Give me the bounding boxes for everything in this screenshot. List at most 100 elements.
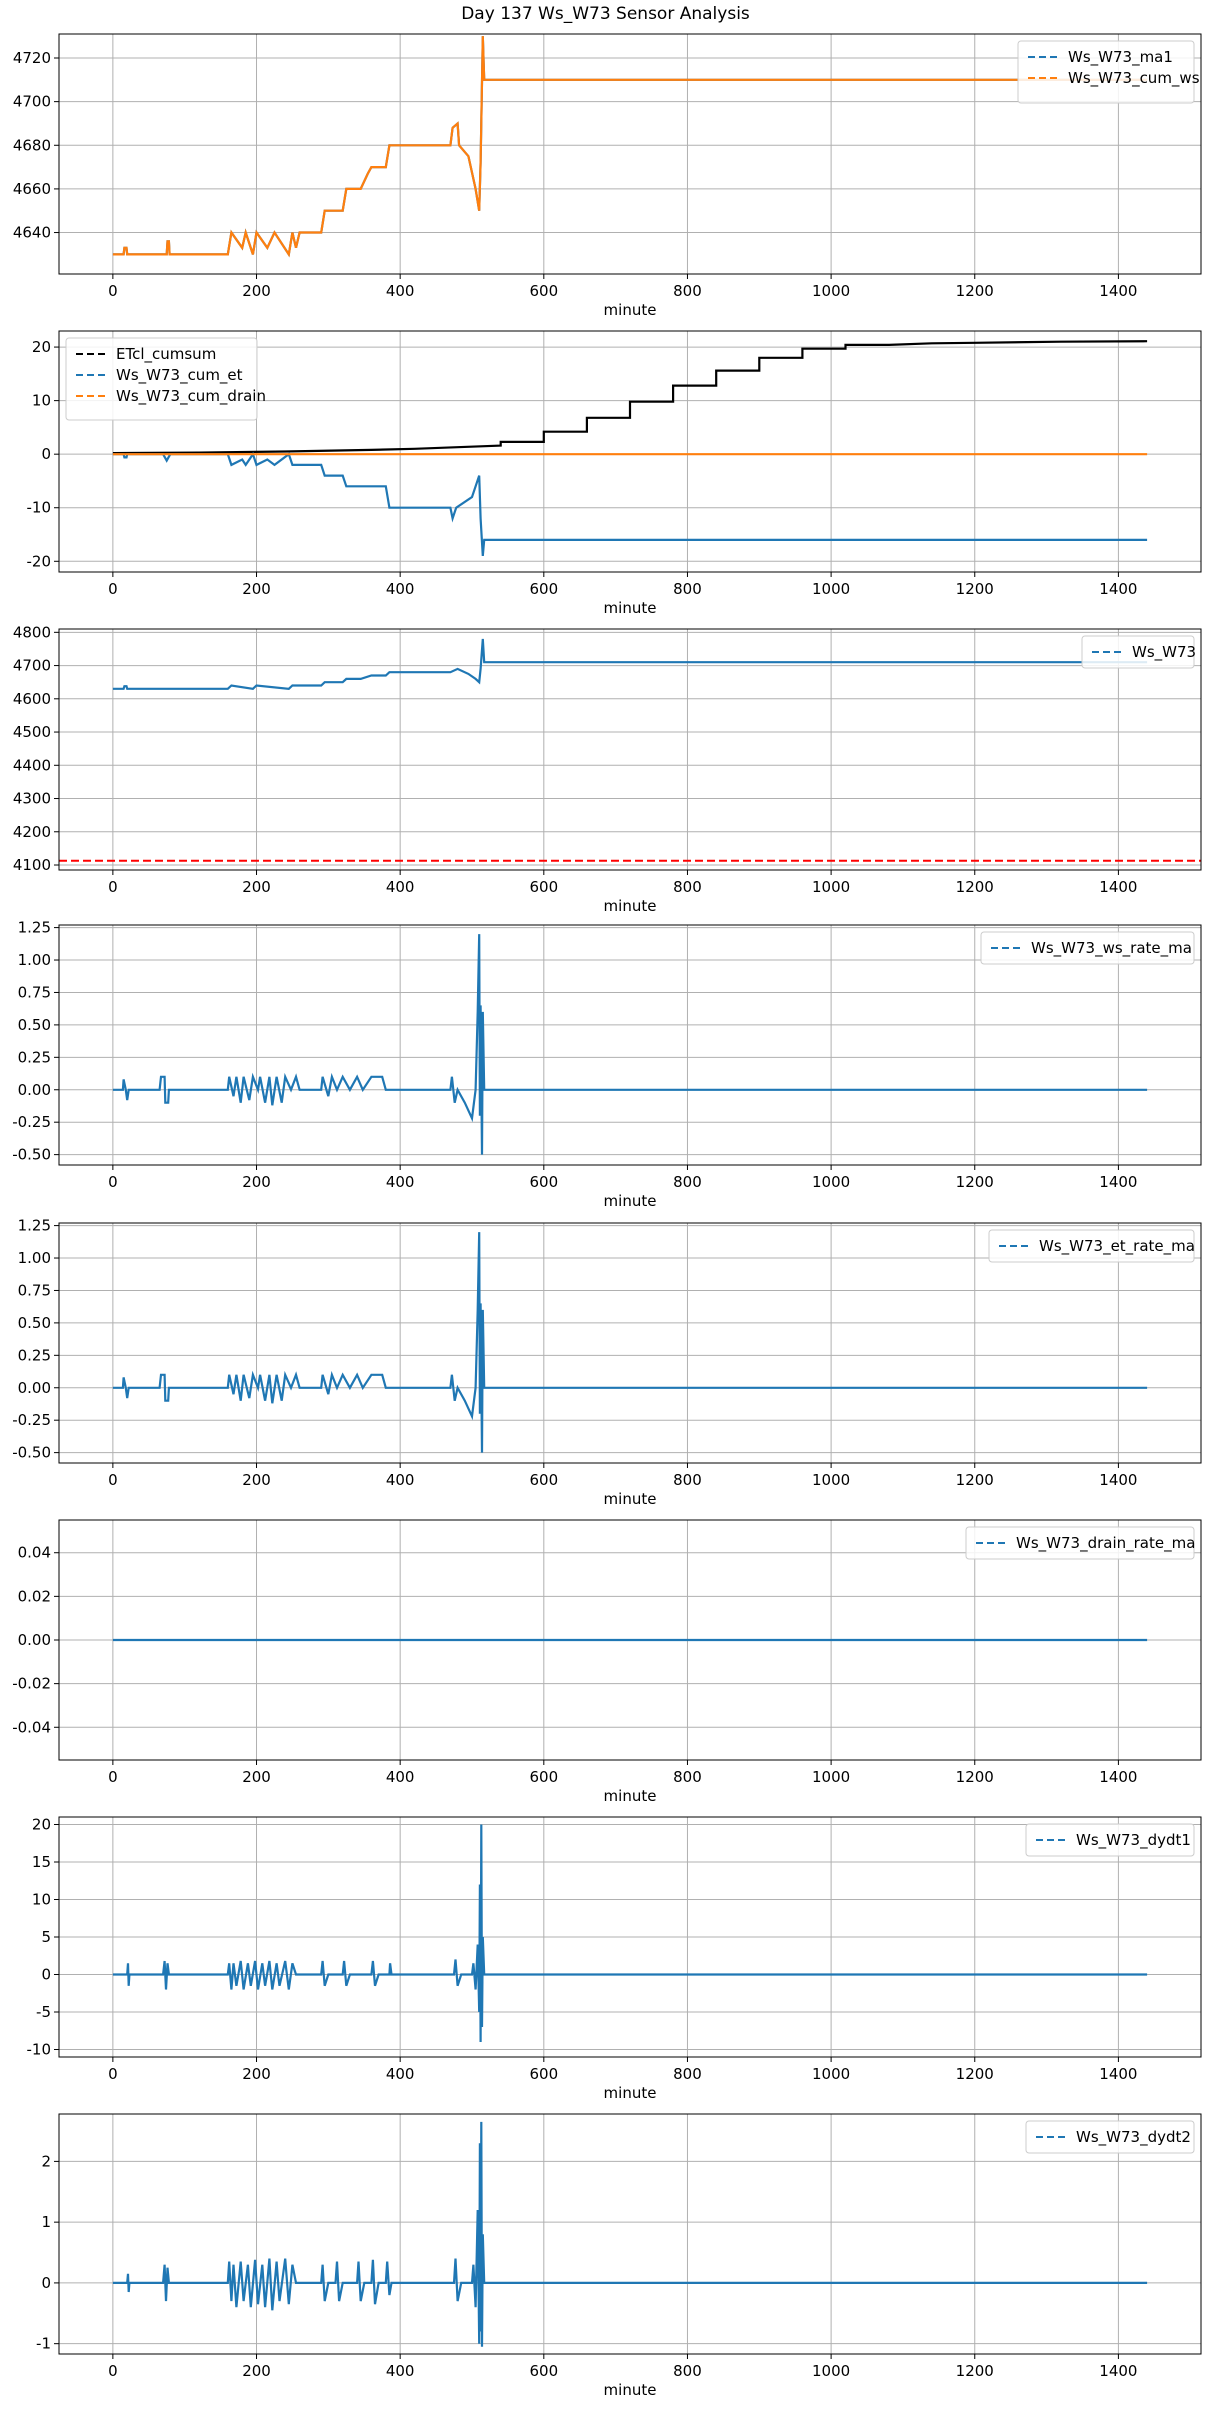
series-line-ws-w73-cum-et (112, 451, 1148, 556)
x-tick-label: 400 (386, 580, 415, 598)
x-axis-label: minute (604, 301, 657, 319)
y-tick-label: 4100 (13, 856, 51, 874)
x-axis-label: minute (604, 897, 657, 915)
x-tick-label: 600 (529, 1173, 558, 1191)
y-tick-label: 0 (41, 2274, 51, 2292)
x-tick-label: 600 (529, 1768, 558, 1786)
y-tick-label: -0.50 (12, 1444, 51, 1462)
x-tick-label: 600 (529, 2065, 558, 2083)
legend-label: Ws_W73_cum_ws (1068, 69, 1200, 88)
y-tick-label: -5 (36, 2003, 51, 2021)
legend-box (1025, 1823, 1195, 1857)
x-tick-label: 1400 (1099, 282, 1137, 300)
x-tick-label: 1200 (956, 580, 994, 598)
x-tick-label: 0 (108, 1768, 118, 1786)
legend-box (965, 1526, 1195, 1560)
x-tick-label: 800 (673, 2362, 702, 2380)
legend: Ws_W73_dydt2 (1025, 2120, 1195, 2154)
legend-label: Ws_W73_drain_rate_ma (1016, 1534, 1195, 1553)
x-tick-label: 1400 (1099, 878, 1137, 896)
y-tick-label: 4640 (13, 224, 51, 242)
y-tick-label: 4600 (13, 690, 51, 708)
axes-frame (58, 2113, 1202, 2355)
legend-label: Ws_W73_cum_drain (116, 387, 266, 406)
legend-box (980, 931, 1195, 965)
x-tick-label: 200 (242, 1173, 271, 1191)
legend: Ws_W73_et_rate_ma (988, 1229, 1195, 1263)
x-tick-label: 1200 (956, 1173, 994, 1191)
y-tick-label: 0 (41, 1966, 51, 1984)
y-tick-label: 4800 (13, 623, 51, 641)
y-tick-label: 0.25 (18, 1346, 51, 1364)
x-tick-label: 200 (242, 1471, 271, 1489)
y-tick-label: -0.25 (12, 1411, 51, 1429)
x-tick-label: 1000 (812, 1768, 850, 1786)
x-tick-label: 200 (242, 878, 271, 896)
x-tick-label: 1200 (956, 2362, 994, 2380)
y-tick-label: 0.75 (18, 1281, 51, 1299)
y-tick-label: 10 (32, 1891, 51, 1909)
subplot-4: 0 200 400 600 800 1000 1200 1400 1.25 1.00 0.75 0.5… (12, 919, 1202, 1210)
legend-label: Ws_W73 (1132, 643, 1196, 662)
legend: Ws_W73 (1081, 635, 1196, 669)
subplot-6: 0 200 400 600 800 1000 1200 1400 0.04 0.02 0.00 -0.… (12, 1519, 1202, 1805)
subplot-2: 0 200 400 600 800 1000 1200 1400 20 10 0 -10 -20 minu… (27, 330, 1202, 617)
x-axis-label: minute (604, 2381, 657, 2399)
series-line-ws-w73-dydt2 (112, 2121, 1148, 2347)
y-tick-label: -20 (27, 552, 52, 570)
x-tick-label: 400 (386, 282, 415, 300)
x-tick-label: 800 (673, 1173, 702, 1191)
x-tick-label: 400 (386, 2065, 415, 2083)
y-tick-label: -0.25 (12, 1113, 51, 1131)
y-tick-label: 4300 (13, 790, 51, 808)
x-axis-label: minute (604, 1787, 657, 1805)
x-tick-label: 1000 (812, 1471, 850, 1489)
x-axis-label: minute (604, 599, 657, 617)
y-tick-label: 4700 (13, 657, 51, 675)
y-tick-label: 0.50 (18, 1314, 51, 1332)
y-tick-label: 2 (41, 2152, 51, 2170)
x-tick-label: 800 (673, 1768, 702, 1786)
legend-label: Ws_W73_dydt1 (1076, 1831, 1191, 1850)
legend: Ws_W73_dydt1 (1025, 1823, 1195, 1857)
x-tick-label: 1000 (812, 1173, 850, 1191)
x-tick-label: 800 (673, 1471, 702, 1489)
y-tick-label: 4680 (13, 136, 51, 154)
y-tick-label: 15 (32, 1853, 51, 1871)
y-tick-label: 1.25 (18, 1217, 51, 1235)
y-tick-label: 4720 (13, 49, 51, 67)
x-tick-label: 400 (386, 878, 415, 896)
legend-box (1081, 635, 1195, 669)
y-tick-label: 4200 (13, 823, 51, 841)
y-tick-label: 0.00 (18, 1379, 51, 1397)
x-tick-label: 600 (529, 878, 558, 896)
legend-label: Ws_W73_ma1 (1068, 48, 1173, 67)
x-tick-label: 1400 (1099, 1768, 1137, 1786)
x-tick-label: 1200 (956, 2065, 994, 2083)
legend-box (65, 337, 258, 421)
y-tick-label: 0.75 (18, 983, 51, 1001)
y-tick-label: 4500 (13, 723, 51, 741)
y-tick-label: 5 (41, 1928, 51, 1946)
legend-box (988, 1229, 1195, 1263)
y-tick-label: 1 (41, 2213, 51, 2231)
subplot-5: 0 200 400 600 800 1000 1200 1400 1.25 1.00 0.75 0.5… (12, 1217, 1202, 1508)
axes-frame (58, 330, 1202, 573)
axes-frame (58, 628, 1202, 871)
series-line-ws-w73-ws-rate-ma (112, 934, 1148, 1155)
legend-label: Ws_W73_ws_rate_ma (1031, 939, 1192, 958)
y-tick-label: 1.25 (18, 919, 51, 937)
x-tick-label: 600 (529, 580, 558, 598)
x-tick-label: 600 (529, 282, 558, 300)
x-tick-label: 800 (673, 2065, 702, 2083)
x-axis-label: minute (604, 2084, 657, 2102)
x-tick-label: 200 (242, 1768, 271, 1786)
y-tick-label: 4700 (13, 93, 51, 111)
axes-frame (58, 1222, 1202, 1464)
legend-label: ETcl_cumsum (116, 345, 216, 364)
x-tick-label: 600 (529, 1471, 558, 1489)
y-tick-label: 4400 (13, 756, 51, 774)
y-tick-label: -0.02 (12, 1675, 51, 1693)
